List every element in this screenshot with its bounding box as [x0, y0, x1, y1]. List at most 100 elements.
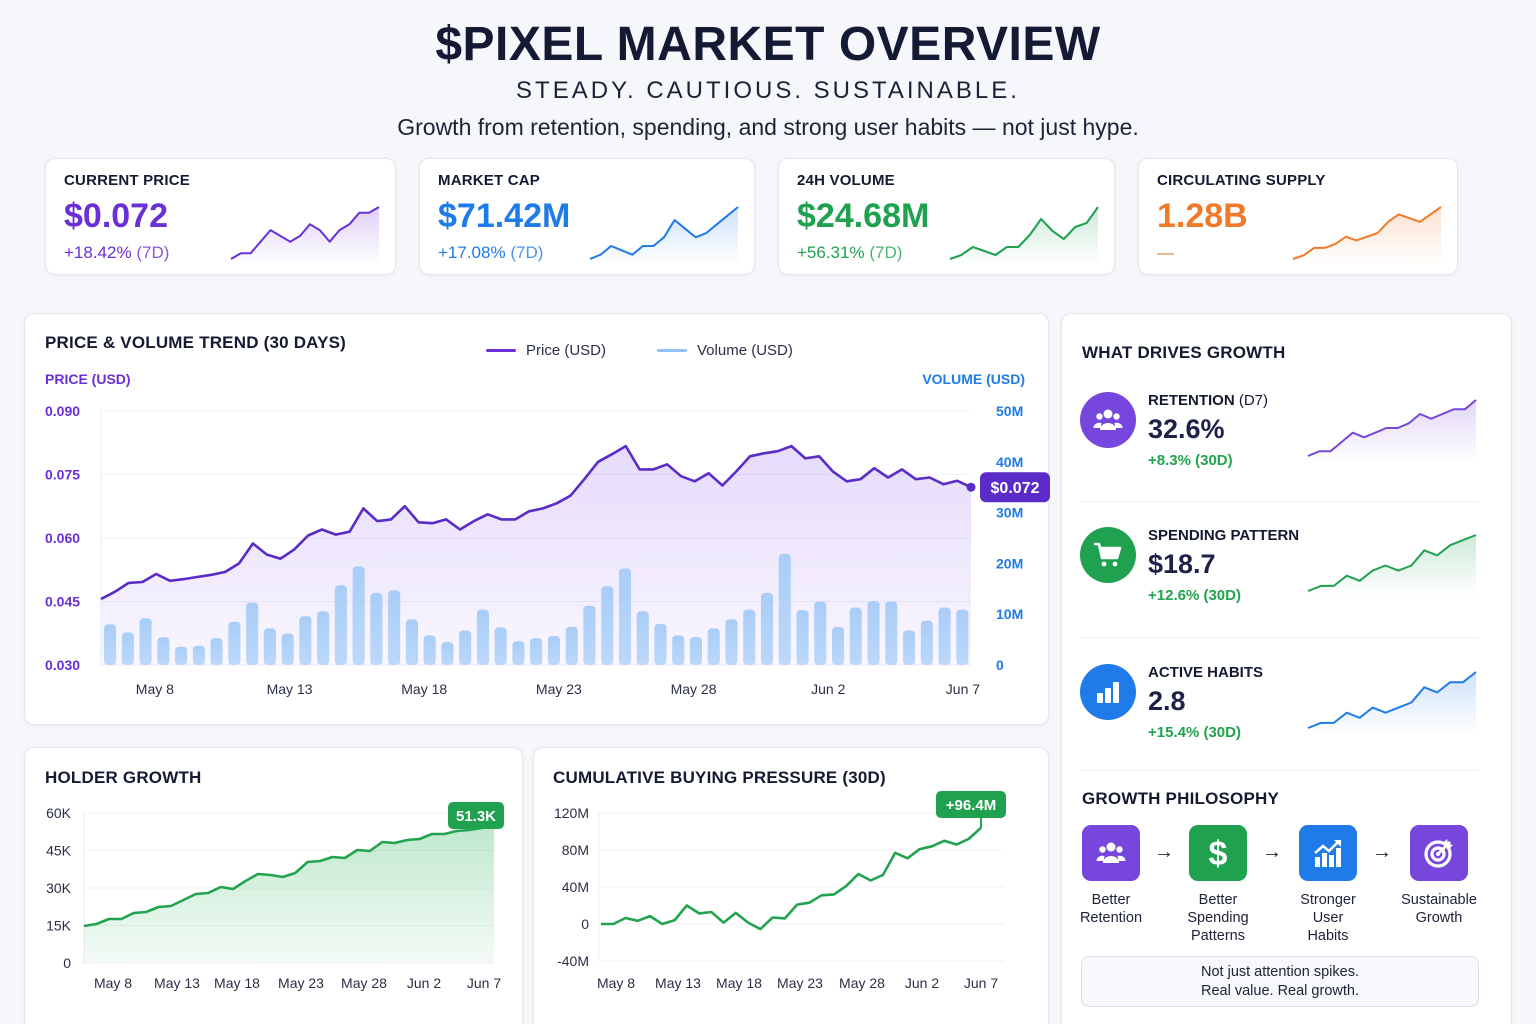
page-title: $PIXEL MARKET OVERVIEW — [435, 18, 1101, 71]
legend-volume-swatch — [657, 349, 687, 352]
stat-card: CIRCULATING SUPPLY 1.28B — — [1138, 158, 1458, 275]
holder-growth-panel: HOLDER GROWTH 0 15K 30K 45K 60K May 8 May 13 Ma… — [24, 747, 523, 1024]
buying-tag-label: +96.4M — [946, 797, 996, 814]
volume-bar — [832, 626, 845, 665]
holder-growth-title: HOLDER GROWTH — [45, 768, 202, 787]
current-price-tag: $0.072 — [980, 472, 1050, 503]
driver-label-suffix: (D7) — [1238, 392, 1269, 409]
volume-bar — [814, 601, 827, 665]
page-subtitle: Growth from retention, spending, and str… — [397, 114, 1139, 140]
cart-icon — [1080, 527, 1136, 583]
buying-pressure-line — [601, 826, 982, 931]
volume-bar — [583, 605, 596, 665]
volume-bar — [601, 586, 614, 665]
volume-bar — [263, 628, 276, 665]
sparkline-area — [1293, 207, 1441, 265]
philosophy-step: Sustainable Growth — [1394, 825, 1484, 927]
driver-value: 32.6% — [1148, 414, 1225, 444]
x-tick-label: May 28 — [341, 975, 387, 991]
stat-change-period: (7D) — [510, 243, 544, 262]
stat-label: 24H VOLUME — [797, 172, 895, 189]
x-tick-label: Jun 7 — [964, 975, 998, 991]
price-volume-title: PRICE & VOLUME TREND (30 DAYS) — [45, 333, 347, 352]
x-tick-label: May 8 — [94, 975, 132, 991]
driver-sparkline — [1307, 399, 1477, 462]
driver-item: ACTIVE HABITS 2.8 +15.4% (30D) — [1080, 654, 1480, 774]
volume-bar — [157, 637, 170, 665]
volume-bar — [370, 592, 383, 665]
users-icon — [1080, 392, 1136, 448]
stat-label: MARKET CAP — [438, 172, 540, 189]
price-tick-label: 0.090 — [45, 403, 80, 419]
stat-change: +18.42% (7D) — [64, 243, 169, 263]
price-axis-label: PRICE (USD) — [45, 371, 131, 387]
svg-text:$: $ — [1209, 836, 1228, 870]
volume-bar — [228, 621, 241, 665]
y-tick-label: 120M — [554, 805, 589, 821]
philosophy-step: $ Better Spending Patterns — [1173, 825, 1263, 945]
volume-bar — [920, 620, 933, 665]
stat-change: +17.08% (7D) — [438, 243, 543, 263]
volume-bar — [867, 601, 880, 665]
page-tagline: STEADY. CAUTIOUS. SUSTAINABLE. — [516, 77, 1020, 104]
sparkline-area — [950, 207, 1098, 265]
dollar-icon: $ — [1189, 825, 1247, 881]
sparkline-area — [231, 207, 379, 265]
arrow-icon: → — [1372, 841, 1392, 863]
x-tick-label: May 23 — [536, 681, 582, 697]
volume-axis-label: VOLUME (USD) — [922, 371, 1025, 387]
x-tick-label: May 28 — [671, 681, 717, 697]
step-label-line: Sustainable — [1401, 892, 1477, 908]
legend-volume-label: Volume (USD) — [697, 342, 793, 359]
legend-price[interactable]: Price (USD) — [486, 342, 606, 359]
price-volume-chart: 0.030 0.045 0.060 0.075 0.090 0 10M 20M 30M 40M 50… — [45, 403, 1050, 697]
x-tick-label: May 13 — [655, 975, 701, 991]
sparkline-line — [589, 206, 739, 260]
step-label-line: Stronger — [1300, 892, 1356, 908]
driver-change: +12.6% (30D) — [1148, 587, 1241, 604]
x-tick-label: May 18 — [401, 681, 447, 697]
volume-bar — [405, 619, 418, 665]
volume-bar — [530, 638, 543, 665]
x-tick-label: Jun 2 — [905, 975, 939, 991]
stat-change-value: — — [1157, 243, 1174, 262]
growth-chart-icon — [1299, 825, 1357, 881]
driver-change: +15.4% (30D) — [1148, 724, 1241, 741]
x-tick-label: May 28 — [839, 975, 885, 991]
holder-tag: 51.3K — [448, 802, 504, 829]
volume-bar — [636, 611, 649, 665]
sparkline-line — [1307, 671, 1477, 729]
sparkline-area — [1308, 400, 1476, 462]
x-tick-label: Jun 7 — [946, 681, 980, 697]
volume-bar — [281, 633, 294, 665]
holder-growth-chart: 0 15K 30K 45K 60K May 8 May 13 May 18 May 23 May … — [46, 802, 504, 991]
volume-bar — [352, 566, 365, 665]
volume-bar — [192, 645, 205, 665]
volume-bar — [512, 641, 525, 665]
stat-value: $24.68M — [797, 197, 930, 235]
volume-bar — [796, 610, 809, 665]
x-tick-label: May 8 — [136, 681, 174, 697]
drivers-title: WHAT DRIVES GROWTH — [1082, 343, 1286, 362]
stat-change-period: (7D) — [869, 243, 903, 262]
volume-bar — [938, 607, 951, 665]
volume-bar — [654, 623, 667, 665]
buying-pressure-tag: +96.4M — [936, 791, 1006, 818]
y-tick-label: 60K — [46, 805, 72, 821]
legend-price-label: Price (USD) — [526, 342, 607, 359]
volume-bar — [903, 630, 916, 665]
driver-label-text: SPENDING PATTERN — [1148, 527, 1300, 544]
step-label: Better Retention — [1066, 891, 1156, 927]
y-tick-label: 45K — [46, 843, 72, 859]
legend-volume[interactable]: Volume (USD) — [657, 342, 793, 359]
volume-bar — [476, 609, 489, 665]
holder-tag-label: 51.3K — [456, 808, 496, 825]
stat-sparkline — [1292, 206, 1442, 265]
sparkline-line — [1292, 206, 1442, 260]
driver-label: ACTIVE HABITS — [1148, 664, 1263, 681]
volume-tick-label: 20M — [996, 555, 1023, 571]
driver-sparkline — [1307, 671, 1477, 734]
philosophy-step: Stronger User Habits — [1283, 825, 1373, 945]
volume-bar — [246, 602, 259, 665]
stat-sparkline — [589, 206, 739, 265]
